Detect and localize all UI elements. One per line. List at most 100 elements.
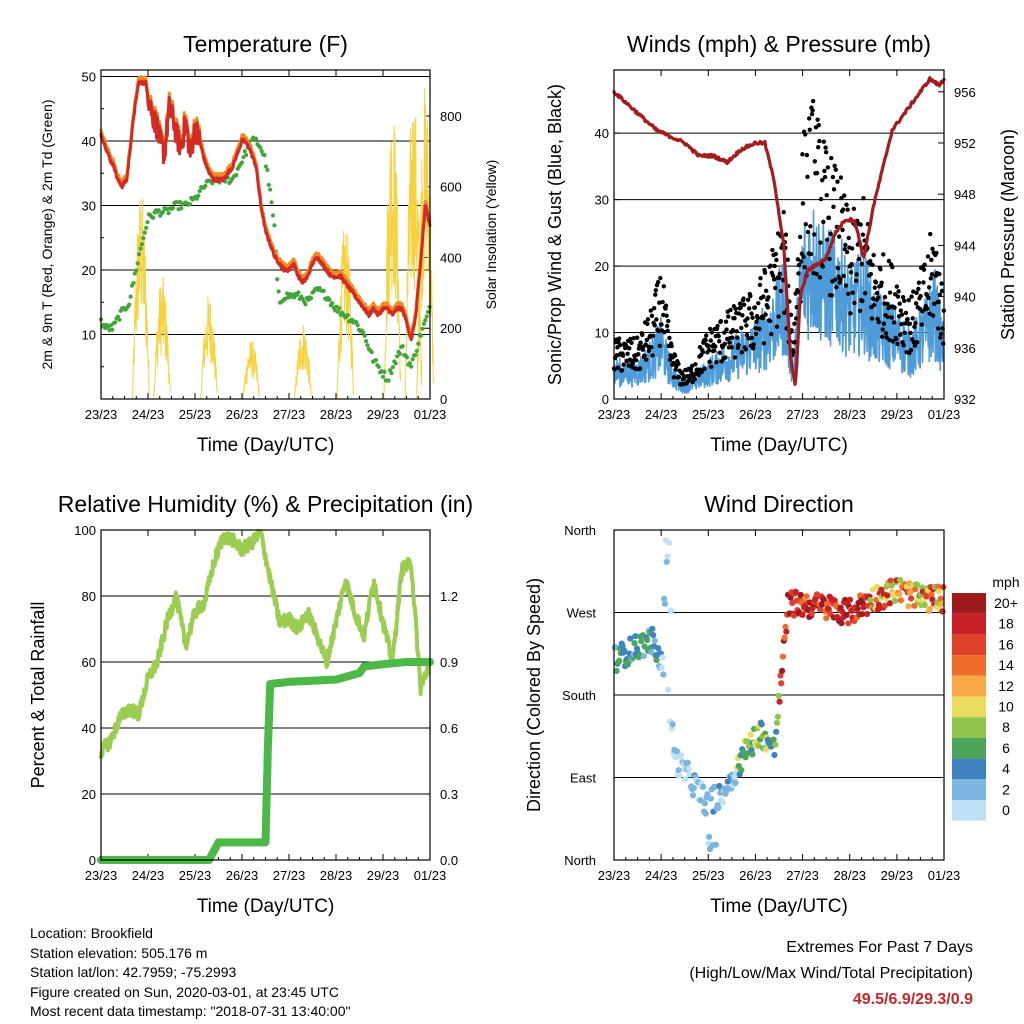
- gust-point: [733, 306, 738, 312]
- gust-point: [870, 296, 876, 301]
- gust-point: [627, 346, 632, 351]
- y-tick-label-rh-1: 20: [82, 787, 96, 802]
- gust-point: [934, 250, 939, 256]
- y2-tick-label-rh-0: 0.0: [440, 853, 458, 868]
- gust-point: [740, 313, 745, 318]
- gust-point: [767, 318, 773, 324]
- gust-point: [843, 242, 848, 248]
- gust-point: [689, 363, 695, 369]
- gust-point: [858, 222, 863, 227]
- gust-point: [757, 326, 762, 332]
- gust-point: [817, 275, 823, 280]
- created-text: Figure created on Sun, 2020-03-01, at 23…: [30, 983, 339, 1000]
- direction-point: [845, 620, 852, 627]
- direction-point: [770, 736, 777, 743]
- legend-swatch-6: [952, 717, 986, 738]
- dewpoint-point: [127, 302, 132, 307]
- gust-point: [637, 366, 643, 371]
- gust-point: [838, 277, 843, 282]
- gust-point: [815, 117, 820, 122]
- gust-point: [642, 353, 647, 358]
- gust-point: [747, 306, 752, 311]
- dewpoint-point: [266, 182, 271, 188]
- extremes-title: Extremes For Past 7 Days: [786, 939, 973, 956]
- direction-point: [867, 596, 874, 604]
- gust-point: [640, 332, 645, 337]
- dewpoint-point: [404, 355, 410, 360]
- direction-point: [823, 615, 830, 622]
- x-tick-label-1-1: 24/23: [645, 407, 678, 422]
- gust-point: [812, 232, 817, 237]
- x-tick-label-2-0: 23/23: [85, 868, 118, 883]
- gust-point: [757, 282, 763, 288]
- direction-point: [762, 746, 770, 753]
- y2-tick-label-wind-0: 932: [954, 392, 976, 407]
- legend-label-10: 0: [1002, 802, 1010, 818]
- direction-point: [724, 778, 731, 785]
- dewpoint-point: [110, 327, 115, 332]
- gust-point: [831, 204, 836, 210]
- legend-label-5: 10: [998, 699, 1014, 715]
- gust-point: [723, 319, 729, 324]
- gust-point: [692, 376, 698, 382]
- gust-point: [834, 285, 839, 290]
- gust-point: [939, 288, 945, 294]
- direction-point: [706, 833, 713, 840]
- x-tick-label-0-5: 28/23: [320, 407, 353, 422]
- gust-point: [700, 349, 706, 355]
- dewpoint-point: [296, 290, 301, 295]
- gust-point: [896, 289, 901, 294]
- gust-point: [840, 227, 845, 233]
- gust-point: [879, 280, 884, 285]
- gust-point: [655, 279, 661, 285]
- gust-point: [899, 322, 904, 327]
- gust-point: [730, 335, 735, 340]
- gust-point: [706, 343, 711, 349]
- gust-point: [756, 301, 761, 306]
- gust-point: [662, 329, 667, 335]
- gust-point: [736, 311, 742, 316]
- gust-point: [722, 341, 728, 347]
- y2-tick-label-temp-4: 800: [440, 109, 462, 124]
- gust-point: [839, 195, 844, 201]
- gust-point: [657, 300, 662, 305]
- direction-point: [689, 792, 697, 799]
- gust-point: [745, 316, 750, 321]
- gust-point: [708, 338, 713, 343]
- gust-point: [664, 323, 670, 329]
- dewpoint-point: [272, 223, 277, 228]
- direction-point: [897, 597, 905, 604]
- gust-point: [814, 271, 819, 277]
- direction-point: [923, 593, 930, 600]
- gust-point: [845, 207, 850, 212]
- direction-point: [676, 772, 683, 779]
- gust-point: [829, 155, 834, 161]
- direction-point: [704, 791, 711, 798]
- y2-tick-label-rh-2: 0.6: [440, 721, 458, 736]
- direction-point: [701, 800, 708, 807]
- gust-point: [615, 365, 621, 370]
- gust-point: [881, 321, 887, 326]
- direction-point: [667, 607, 675, 614]
- gust-point: [660, 299, 665, 305]
- y-tick-label-temp-2: 30: [82, 198, 96, 213]
- dewpoint-point: [128, 294, 133, 299]
- gust-point: [878, 267, 883, 272]
- series-dewpoint: [98, 135, 432, 383]
- direction-point: [938, 600, 945, 607]
- dewpoint-point: [268, 187, 273, 192]
- gust-point: [703, 338, 708, 343]
- gust-point: [659, 322, 664, 327]
- gust-point: [620, 353, 626, 358]
- dewpoint-point: [410, 357, 415, 362]
- gust-point: [737, 301, 743, 306]
- gust-point: [750, 315, 755, 320]
- gust-point: [821, 219, 826, 225]
- dewpoint-point: [397, 351, 403, 356]
- gust-point: [652, 323, 657, 328]
- y-tick-label-dir-3: West: [567, 606, 597, 621]
- y-tick-label-dir-0: North: [564, 853, 596, 868]
- gust-point: [723, 355, 728, 360]
- extremes-values: 49.5/6.9/29.3/0.9: [852, 991, 973, 1008]
- gust-point: [650, 333, 656, 339]
